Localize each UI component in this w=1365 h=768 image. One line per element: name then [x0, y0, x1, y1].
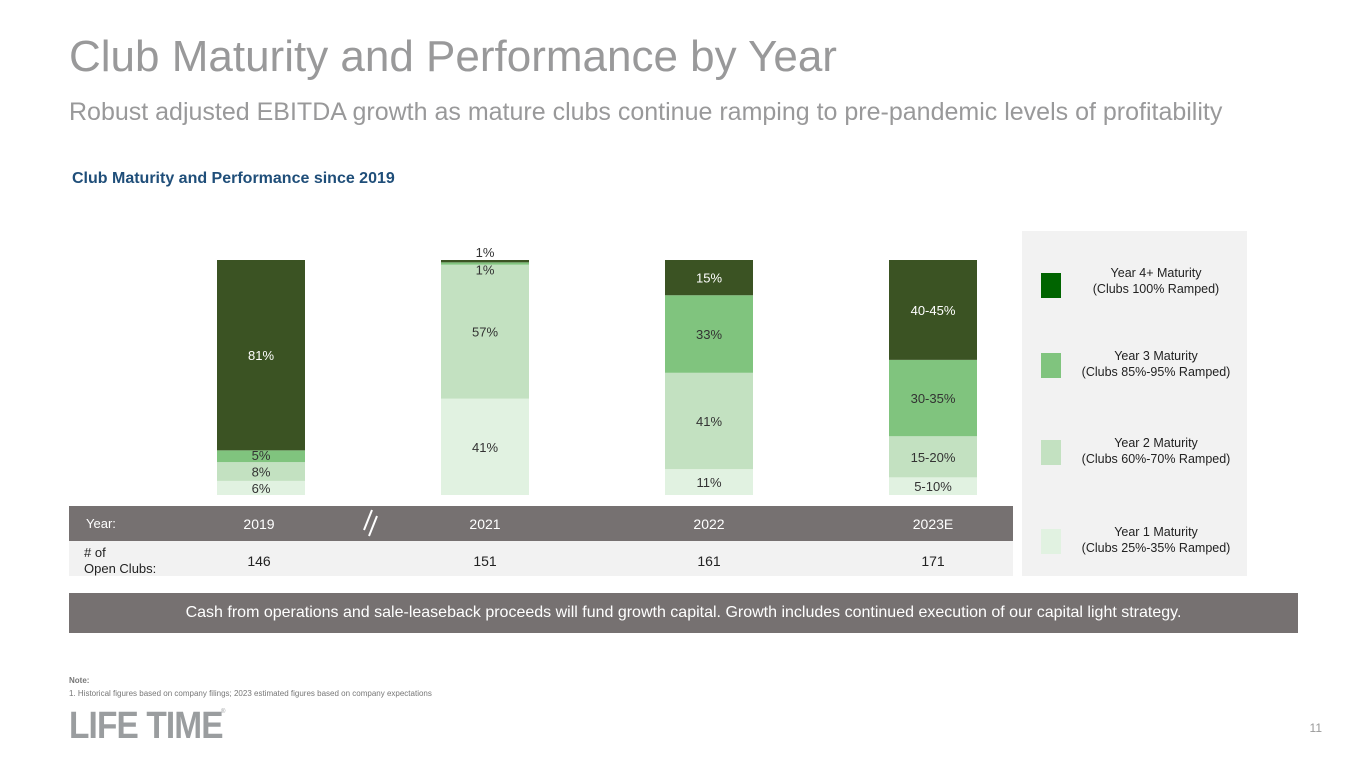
- year-cell: 2023E: [912, 516, 954, 532]
- bar-segment: [217, 450, 305, 463]
- bar-segment: [217, 260, 305, 451]
- page-number: 11: [1309, 721, 1322, 735]
- legend-label: Year 3 Maturity: [1114, 349, 1198, 363]
- page-title: Club Maturity and Performance by Year: [69, 32, 837, 81]
- data-label: 1%: [476, 245, 495, 260]
- legend-item-year1: Year 1 Maturity (Clubs 25%-35% Ramped): [1070, 524, 1242, 556]
- stacked-bar-chart: 6%8% 5% 81% 41% 57% 1% 1% 11% 41% 33% 15% 5-10% 15-2…: [217, 245, 977, 496]
- section-title: Club Maturity and Performance since 2019: [72, 170, 395, 187]
- data-label: 41%: [472, 440, 498, 455]
- legend-sublabel: (Clubs 100% Ramped): [1092, 282, 1220, 296]
- data-label: 41%: [696, 414, 722, 429]
- legend-item-year4: Year 4+ Maturity (Clubs 100% Ramped): [1070, 265, 1242, 297]
- legend-item-year3: Year 3 Maturity (Clubs 85%-95% Ramped): [1070, 348, 1242, 380]
- bar-segment: [889, 260, 977, 360]
- bar-segment: [665, 469, 753, 495]
- bar-segment: [441, 260, 529, 263]
- axis-break-icon: [363, 509, 378, 537]
- callout-banner: Cash from operations and sale-leaseback …: [69, 593, 1298, 633]
- open-clubs-cell: 161: [697, 553, 721, 569]
- data-label: 11%: [696, 475, 721, 490]
- year-cell: 2022: [693, 516, 725, 532]
- data-label: 15%: [696, 271, 722, 286]
- legend-sublabel: (Clubs 25%-35% Ramped): [1081, 541, 1231, 555]
- legend-swatch-year2: [1041, 440, 1061, 465]
- open-clubs-cell: 146: [247, 553, 271, 569]
- data-label: 81%: [248, 348, 274, 363]
- open-clubs-cell: 171: [921, 553, 945, 569]
- data-label: 30-35%: [911, 391, 956, 406]
- open-clubs-label-line1: # of: [84, 545, 106, 560]
- note-text: 1. Historical figures based on company f…: [69, 689, 432, 698]
- bar-segment: [441, 398, 529, 495]
- legend-sublabel: (Clubs 60%-70% Ramped): [1081, 452, 1231, 466]
- bar-segment: [889, 359, 977, 437]
- legend-sublabel: (Clubs 85%-95% Ramped): [1081, 365, 1231, 379]
- data-label: 5-10%: [914, 479, 952, 494]
- legend-label: Year 4+ Maturity: [1110, 266, 1202, 280]
- bar-segment: [441, 264, 529, 399]
- data-label: 6%: [252, 481, 271, 496]
- bar-segment: [665, 372, 753, 470]
- registered-mark: ®: [221, 709, 226, 715]
- open-clubs-label-line2: Open Clubs:: [84, 561, 157, 576]
- legend-label: Year 2 Maturity: [1114, 436, 1198, 450]
- data-label: 5%: [252, 448, 271, 463]
- year-cell: 2019: [243, 516, 275, 532]
- legend-label: Year 1 Maturity: [1114, 525, 1198, 539]
- bar-segment: [441, 262, 529, 265]
- life-time-logo: LIFE TIME: [69, 705, 224, 747]
- legend-item-year2: Year 2 Maturity (Clubs 60%-70% Ramped): [1070, 435, 1242, 467]
- data-label: 57%: [472, 325, 498, 340]
- data-label: 8%: [252, 465, 271, 480]
- year-cell: 2021: [469, 516, 501, 532]
- data-label: 1%: [476, 262, 495, 277]
- open-clubs-row-label: # of Open Clubs:: [84, 545, 156, 577]
- page-subtitle: Robust adjusted EBITDA growth as mature …: [69, 98, 1223, 126]
- data-label: 40-45%: [911, 303, 956, 318]
- bar-segment: [889, 477, 977, 495]
- data-label: 15-20%: [911, 450, 956, 465]
- data-label: 33%: [696, 327, 722, 342]
- bar-segment: [665, 260, 753, 296]
- bar-segment: [217, 462, 305, 481]
- open-clubs-row: [69, 541, 1013, 576]
- bar-segment: [889, 436, 977, 478]
- bar-segment: [665, 295, 753, 373]
- legend-swatch-year3: [1041, 353, 1061, 378]
- legend-swatch-year4: [1041, 273, 1061, 298]
- bar-segment: [217, 480, 305, 495]
- legend-swatch-year1: [1041, 529, 1061, 554]
- open-clubs-cell: 151: [473, 553, 497, 569]
- note-heading: Note:: [69, 676, 90, 685]
- year-row-label: Year:: [86, 516, 116, 531]
- year-row: [69, 506, 1013, 541]
